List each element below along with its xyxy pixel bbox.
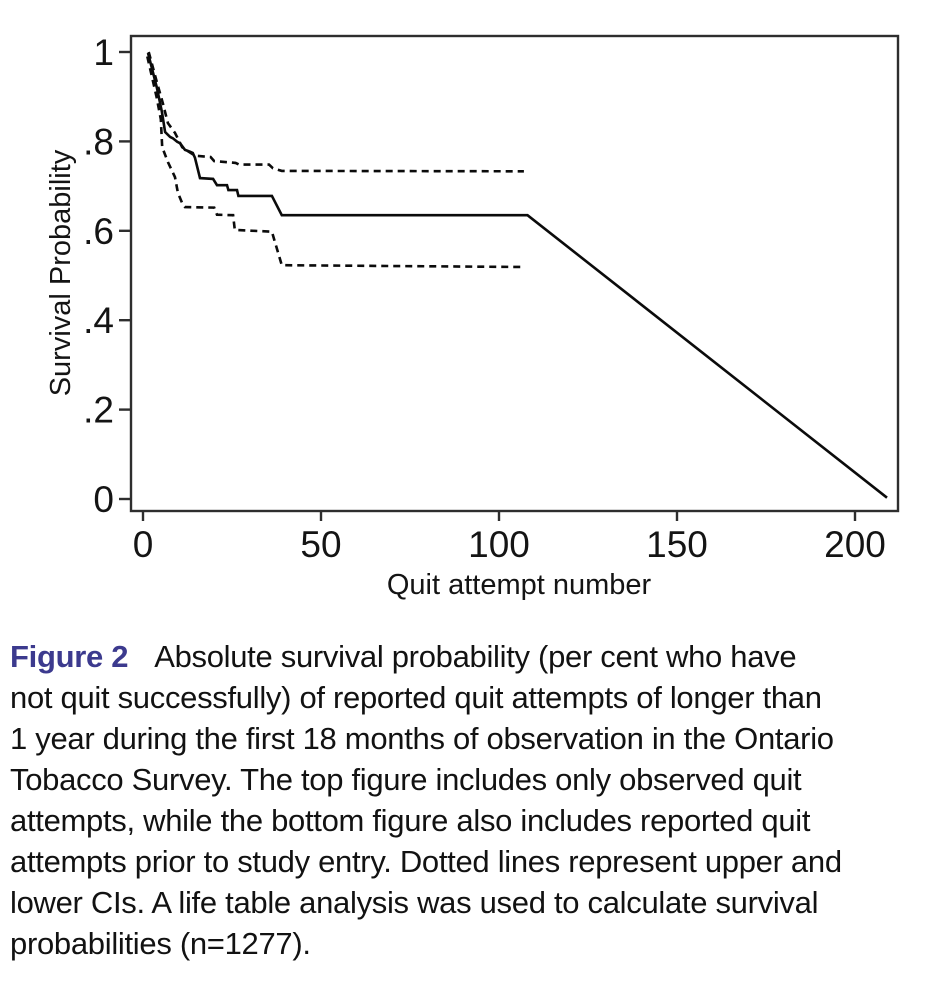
x-tick-label: 100 [468, 524, 530, 565]
y-tick-label: 1 [93, 32, 114, 73]
x-tick-label: 150 [646, 524, 708, 565]
caption-line: probabilities (n=1277). [10, 926, 311, 961]
lower-ci-curve [146, 56, 524, 269]
x-tick-label: 50 [300, 524, 341, 565]
caption-line: Figure 2 Absolute survival probability (p… [10, 636, 942, 677]
caption-text: Absolute survival probability (per cent … [154, 639, 797, 674]
y-tick-label: .2 [83, 390, 114, 431]
caption-line: Tobacco Survey. The top figure includes … [10, 762, 802, 797]
survival-chart: Survival Probability Quit attempt number… [45, 32, 900, 601]
y-tick-label: .6 [83, 211, 114, 252]
x-axis-label: Quit attempt number [387, 569, 652, 601]
y-tick-label: .4 [83, 300, 114, 341]
figure-label: Figure 2 [10, 639, 129, 674]
caption-line: 1 year during the first 18 months of obs… [10, 721, 834, 756]
figure-caption: Figure 2 Absolute survival probability (p… [10, 636, 942, 964]
y-axis-label: Survival Probability [45, 149, 77, 396]
survival-curve [146, 52, 888, 499]
caption-line: attempts, while the bottom figure also i… [10, 803, 811, 838]
caption-line: not quit successfully) of reported quit … [10, 680, 822, 715]
caption-line: lower CIs. A life table analysis was use… [10, 885, 819, 920]
caption-line: attempts prior to study entry. Dotted li… [10, 844, 842, 879]
y-tick-label: 0 [93, 479, 114, 520]
upper-ci-curve [147, 51, 524, 173]
plot-border [129, 34, 900, 513]
x-tick-label: 200 [824, 524, 886, 565]
x-tick-label: 0 [133, 524, 154, 565]
y-tick-label: .8 [83, 121, 114, 162]
